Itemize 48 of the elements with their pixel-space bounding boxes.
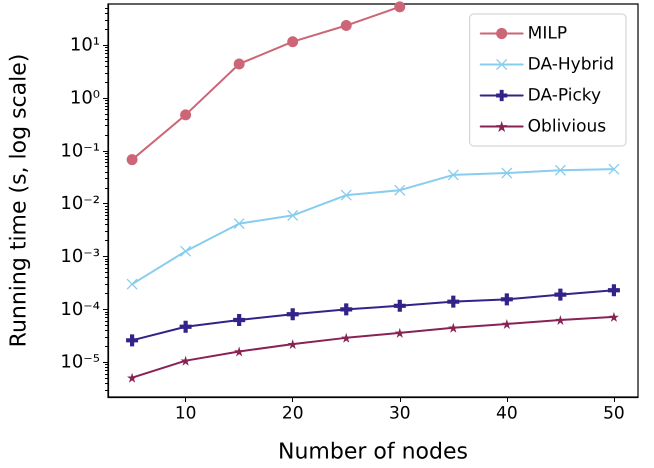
point: [286, 308, 299, 320]
point: [501, 168, 512, 179]
point: [233, 314, 246, 326]
point: [447, 296, 460, 308]
point: [340, 190, 352, 201]
point: [394, 328, 405, 338]
point: [340, 20, 352, 32]
y-tick-label: 10⁻⁵: [60, 352, 100, 373]
x-tick-label: 40: [496, 404, 518, 424]
y-tick-label: 10⁻²: [60, 193, 100, 214]
point: [287, 36, 298, 48]
x-tick-label: 10: [174, 404, 196, 424]
point: [554, 164, 566, 176]
point: [126, 334, 138, 346]
y-axis-title: Running time (s, log scale): [6, 54, 32, 348]
y-tick-label: 10¹: [70, 34, 100, 56]
point: [126, 278, 138, 290]
point: [555, 315, 566, 325]
point: [180, 109, 192, 120]
x-tick-label: 50: [603, 404, 625, 424]
point: [394, 300, 406, 312]
point: [234, 218, 245, 230]
point: [554, 288, 566, 301]
x-tick-label: 20: [282, 404, 304, 424]
y-tick-label: 10⁻³: [60, 246, 100, 268]
legend-label: DA-Hybrid: [528, 54, 614, 74]
point: [608, 284, 620, 296]
point: [126, 154, 138, 166]
point: [448, 169, 459, 180]
point: [608, 164, 620, 175]
x-tick-label: 30: [388, 404, 411, 424]
point: [394, 1, 406, 12]
y-tick-label: 10⁰: [70, 87, 100, 108]
point: [234, 58, 245, 70]
point: [180, 246, 192, 257]
legend-label: DA-Picky: [528, 86, 602, 106]
y-tick-label: 10⁻⁴: [60, 298, 100, 320]
y-tick-label: 10⁻¹: [60, 140, 100, 162]
legend-label: MILP: [528, 24, 568, 44]
point: [500, 293, 513, 306]
point: [340, 303, 352, 316]
point: [287, 210, 298, 221]
legend-label: Oblivious: [528, 116, 606, 136]
point: [127, 372, 138, 383]
point: [502, 318, 512, 329]
point: [180, 320, 192, 333]
point: [608, 312, 619, 322]
x-axis-title: Number of nodes: [278, 440, 468, 464]
